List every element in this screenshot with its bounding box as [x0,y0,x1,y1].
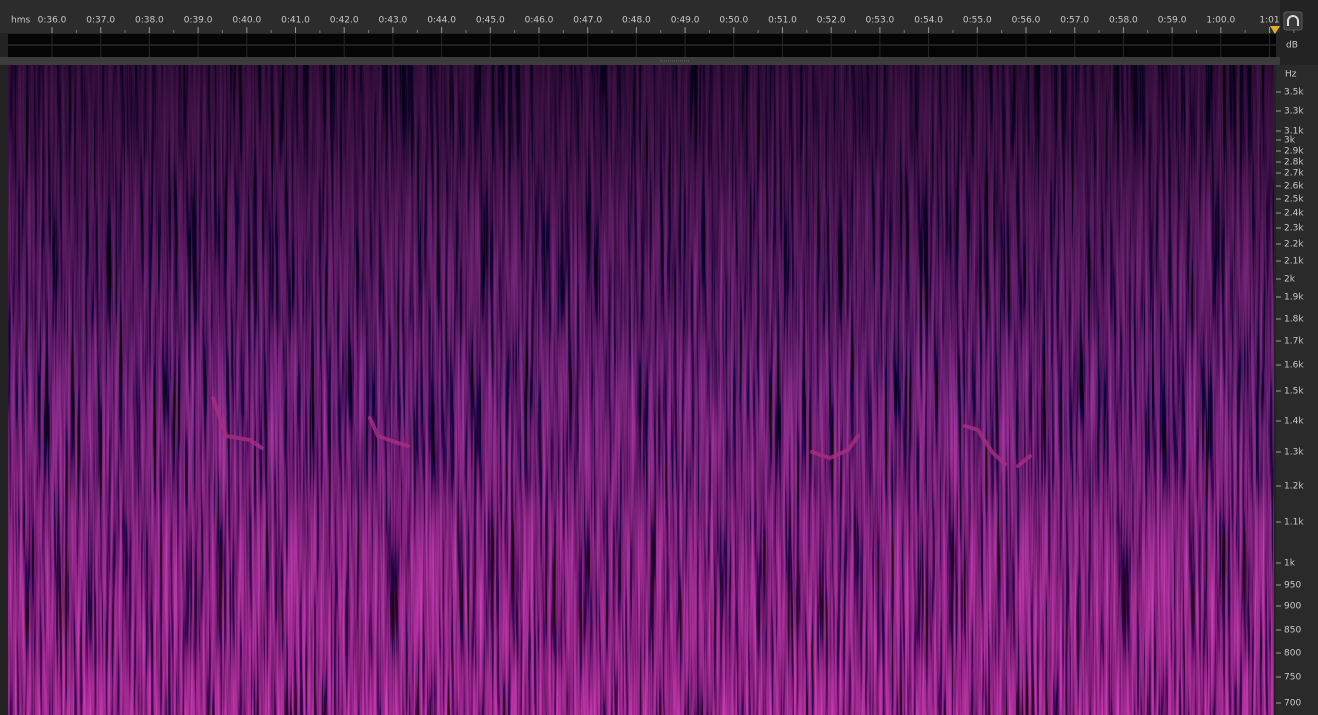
frequency-label: 2.5k [1284,195,1304,205]
time-label: 1:00.0 [1206,16,1235,26]
frequency-label: 1.4k [1284,417,1304,427]
time-label: 0:52.0 [817,16,846,26]
playhead-marker[interactable] [1270,26,1280,34]
frequency-label: 1.5k [1284,387,1304,397]
spectrogram[interactable] [8,65,1274,715]
headphone-icon [1287,15,1299,26]
frequency-label: 2.6k [1284,182,1304,192]
time-label: 0:42.0 [330,16,359,26]
headphone-button[interactable] [1283,11,1303,31]
frequency-label: 3.3k [1284,107,1304,117]
frequency-label: 2.8k [1284,158,1304,168]
frequency-label: 700 [1284,699,1301,709]
time-label: 0:45.0 [476,16,505,26]
bird-calls [211,396,1032,468]
time-label: 1:01 [1259,16,1279,26]
time-label: 0:51.0 [768,16,797,26]
call [810,434,860,461]
time-label: 0:57.0 [1060,16,1089,26]
frequency-label: 2.3k [1284,224,1304,234]
frequency-label: 1.8k [1284,315,1304,325]
time-label: 0:47.0 [573,16,602,26]
time-label: 0:38.0 [135,16,164,26]
frequency-label: 1.3k [1284,448,1304,458]
frequency-label: 1.1k [1284,518,1304,528]
frequency-label: 1k [1284,559,1296,569]
frequency-label: 2.2k [1284,240,1304,250]
frequency-label: 750 [1284,673,1301,683]
frequency-label: 1.7k [1284,337,1304,347]
time-label: 0:41.0 [281,16,310,26]
time-label: 0:58.0 [1109,16,1138,26]
frequency-label: 3.5k [1284,88,1304,98]
frequency-ruler [1276,65,1318,715]
frequency-label: 2.1k [1284,257,1304,267]
time-label: 0:44.0 [427,16,456,26]
frequency-label: 900 [1284,602,1301,612]
time-label: 0:54.0 [914,16,943,26]
time-label: 0:37.0 [86,16,115,26]
time-unit: hms [11,16,30,26]
frequency-label: 2.9k [1284,147,1304,157]
frequency-label: 1.2k [1284,482,1304,492]
frequency-label: 850 [1284,626,1301,636]
time-label: 0:59.0 [1158,16,1187,26]
spectrogram-shade [8,65,1274,715]
time-label: 0:43.0 [378,16,407,26]
time-label: 0:49.0 [671,16,700,26]
frequency-label: 1.6k [1284,361,1304,371]
time-label: 0:40.0 [232,16,261,26]
time-label: 0:53.0 [865,16,894,26]
call [368,416,410,448]
time-label: 0:50.0 [719,16,748,26]
frequency-unit: Hz [1285,70,1297,80]
frequency-label: 800 [1284,649,1301,659]
frequency-label: 2k [1284,275,1296,285]
frequency-label: 2.4k [1284,209,1304,219]
time-label: 0:55.0 [963,16,992,26]
frequency-label: 950 [1284,581,1301,591]
call [211,396,264,450]
time-label: 0:36.0 [38,16,67,26]
time-ruler[interactable] [0,0,1280,33]
frequency-label: 3.1k [1284,127,1304,137]
frequency-label: 1.9k [1284,293,1304,303]
panel-divider[interactable] [0,57,1280,65]
time-label: 0:46.0 [525,16,554,26]
time-label: 0:56.0 [1012,16,1041,26]
level-unit: dB [1286,41,1298,51]
frequency-label: 3k [1284,136,1296,146]
call [963,424,1032,468]
time-label: 0:48.0 [622,16,651,26]
frequency-label: 2.7k [1284,169,1304,179]
time-label: 0:39.0 [184,16,213,26]
